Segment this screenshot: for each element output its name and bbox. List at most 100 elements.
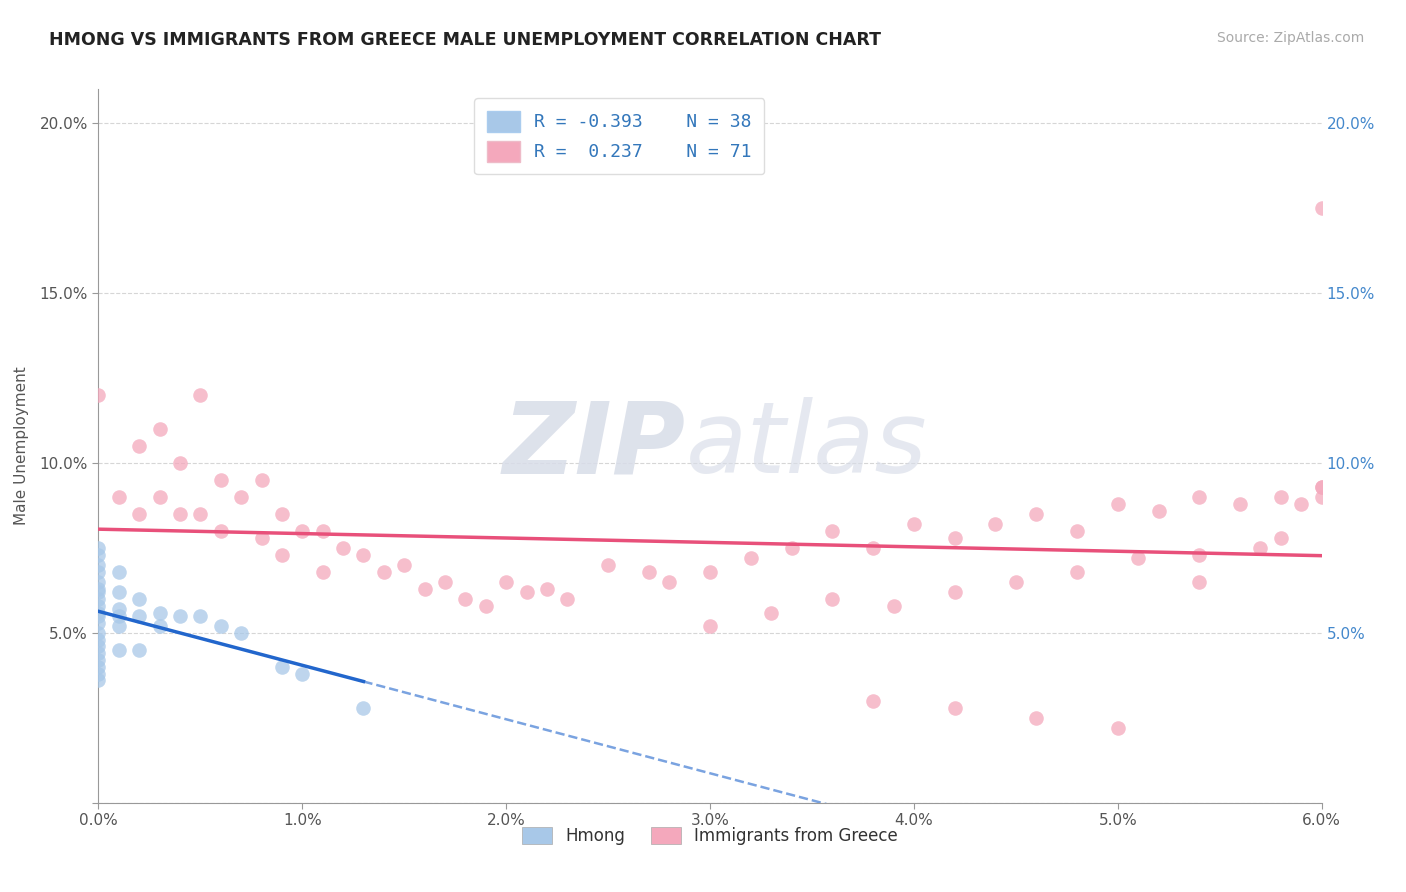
Point — [1107, 497, 1129, 511]
Point — [87, 541, 110, 555]
Point — [761, 606, 783, 620]
Text: atlas: atlas — [686, 398, 927, 494]
Point — [1289, 497, 1312, 511]
Point — [87, 626, 110, 640]
Point — [862, 541, 884, 555]
Point — [311, 524, 335, 538]
Point — [108, 602, 131, 616]
Point — [311, 565, 335, 579]
Point — [87, 599, 110, 613]
Point — [128, 439, 150, 453]
Point — [373, 565, 395, 579]
Point — [231, 626, 253, 640]
Point — [87, 388, 110, 402]
Point — [87, 632, 110, 647]
Point — [454, 591, 477, 606]
Point — [536, 582, 558, 596]
Point — [149, 619, 172, 633]
Point — [1066, 524, 1088, 538]
Point — [108, 490, 131, 504]
Legend: Hmong, Immigrants from Greece: Hmong, Immigrants from Greece — [516, 820, 904, 852]
Point — [231, 490, 253, 504]
Point — [598, 558, 620, 572]
Point — [780, 541, 803, 555]
Point — [169, 507, 191, 521]
Point — [128, 591, 150, 606]
Point — [352, 700, 374, 714]
Point — [169, 456, 191, 470]
Point — [821, 591, 844, 606]
Point — [149, 490, 172, 504]
Point — [209, 473, 232, 487]
Point — [270, 660, 292, 674]
Point — [209, 524, 232, 538]
Point — [128, 643, 150, 657]
Point — [1188, 574, 1211, 589]
Point — [87, 574, 110, 589]
Point — [699, 619, 721, 633]
Point — [291, 524, 314, 538]
Point — [1025, 507, 1047, 521]
Point — [1025, 711, 1047, 725]
Point — [1066, 565, 1088, 579]
Point — [1310, 490, 1333, 504]
Point — [108, 619, 131, 633]
Point — [270, 548, 292, 562]
Point — [1270, 531, 1292, 545]
Point — [87, 548, 110, 562]
Point — [250, 473, 273, 487]
Point — [188, 507, 212, 521]
Point — [87, 615, 110, 630]
Point — [1249, 541, 1271, 555]
Point — [1128, 551, 1150, 566]
Point — [87, 585, 110, 599]
Point — [87, 653, 110, 667]
Point — [1270, 490, 1292, 504]
Point — [87, 558, 110, 572]
Point — [943, 700, 966, 714]
Point — [352, 548, 374, 562]
Point — [1004, 574, 1026, 589]
Point — [108, 643, 131, 657]
Point — [149, 606, 172, 620]
Point — [1310, 201, 1333, 215]
Y-axis label: Male Unemployment: Male Unemployment — [14, 367, 28, 525]
Point — [1188, 548, 1211, 562]
Point — [555, 591, 579, 606]
Point — [87, 582, 110, 596]
Point — [108, 608, 131, 623]
Point — [87, 646, 110, 660]
Point — [943, 585, 966, 599]
Point — [128, 507, 150, 521]
Point — [209, 619, 232, 633]
Point — [250, 531, 273, 545]
Point — [883, 599, 905, 613]
Point — [516, 585, 538, 599]
Point — [87, 565, 110, 579]
Point — [87, 660, 110, 674]
Point — [903, 517, 925, 532]
Point — [637, 565, 661, 579]
Point — [1310, 480, 1333, 494]
Point — [699, 565, 721, 579]
Point — [740, 551, 762, 566]
Point — [1147, 503, 1170, 517]
Point — [332, 541, 354, 555]
Point — [943, 531, 966, 545]
Text: ZIP: ZIP — [502, 398, 686, 494]
Point — [862, 694, 884, 708]
Point — [658, 574, 681, 589]
Point — [87, 606, 110, 620]
Point — [433, 574, 456, 589]
Point — [169, 608, 191, 623]
Point — [87, 591, 110, 606]
Point — [128, 608, 150, 623]
Point — [474, 599, 498, 613]
Point — [270, 507, 292, 521]
Point — [495, 574, 517, 589]
Point — [108, 565, 131, 579]
Point — [87, 640, 110, 654]
Point — [1229, 497, 1251, 511]
Point — [1188, 490, 1211, 504]
Point — [821, 524, 844, 538]
